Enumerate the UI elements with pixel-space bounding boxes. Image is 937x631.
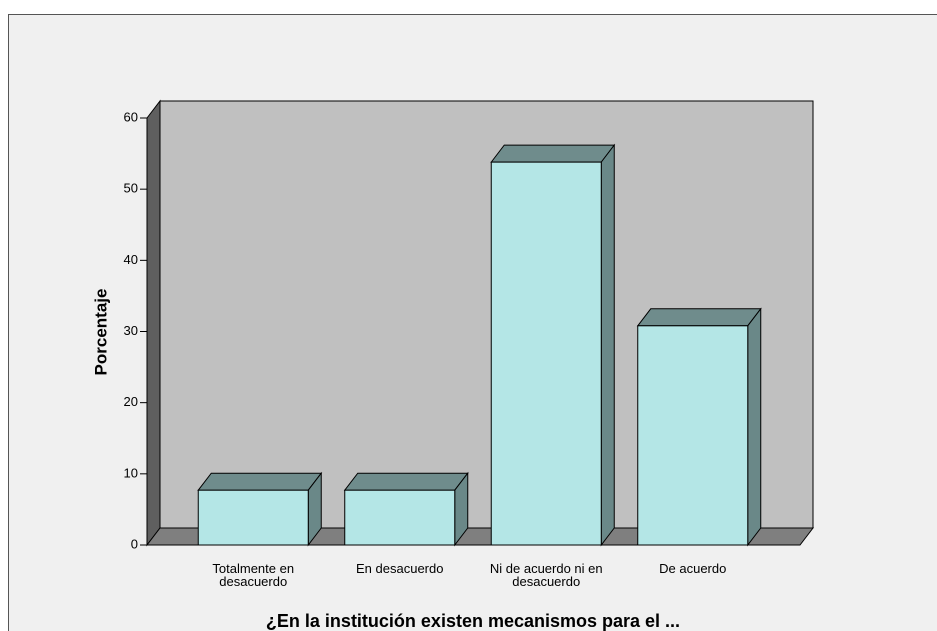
bar-top [197,472,323,491]
y-axis-title: Porcentaje [91,289,110,376]
y-tick-label: 40 [124,252,138,267]
bar-top [490,144,616,163]
bar-top [343,472,469,491]
x-axis-title: ¿En la institución existen mecanismos pa… [266,611,680,631]
bar [344,489,456,546]
y-tick-label: 60 [124,109,138,124]
y-tick-label: 10 [124,465,138,480]
bar [490,161,602,546]
bar [197,489,309,546]
y-tick-label: 0 [131,536,138,551]
bar [637,325,749,546]
x-tick-label: Totalmente en desacuerdo [212,561,295,589]
x-tick-label: Ni de acuerdo ni en desacuerdo [489,561,603,589]
bar-side [600,143,615,547]
y-tick-label: 20 [124,394,138,409]
bar-top [636,308,762,327]
y-tick-label: 50 [124,181,138,196]
x-tick-label: En desacuerdo [356,561,444,576]
y-tick-label: 30 [124,323,138,338]
bar-side [747,307,762,547]
side-wall [146,99,161,547]
x-tick-label: De acuerdo [659,561,727,576]
